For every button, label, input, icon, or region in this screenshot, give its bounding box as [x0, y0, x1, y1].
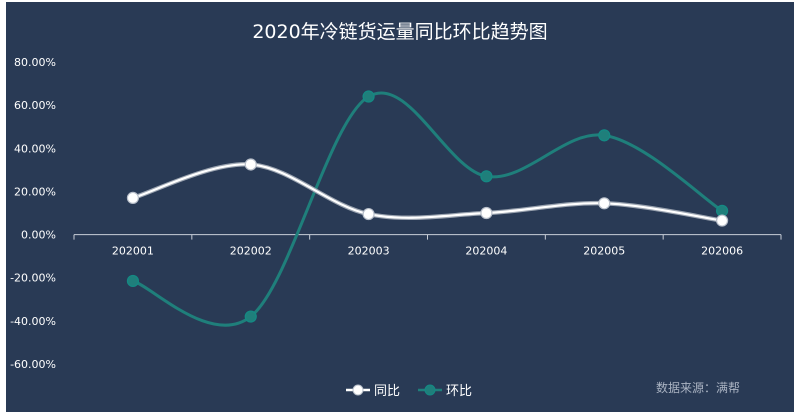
y-tick-label: -60.00%	[10, 358, 56, 371]
point-huanbi	[480, 170, 493, 183]
x-tick-label: 202004	[465, 245, 507, 258]
y-tick-label: 40.00%	[14, 142, 56, 155]
series-line-shadow	[132, 162, 723, 223]
x-tick-label: 202001	[112, 245, 154, 258]
point-tongbi	[480, 206, 493, 220]
series-points	[126, 90, 729, 323]
legend-marker	[352, 384, 364, 396]
x-tick-label: 202005	[583, 245, 625, 258]
y-tick-label: 0.00%	[21, 229, 56, 242]
point-tongbi	[362, 207, 375, 221]
point-tongbi	[244, 158, 257, 171]
chart-container: 2020年冷链货运量同比环比趋势图 80.00% 60.00% 40.00% 20.0…	[6, 2, 794, 412]
legend-label: 同比	[374, 384, 400, 399]
y-tick-label: 60.00%	[14, 99, 56, 112]
line-chart: 2020年冷链货运量同比环比趋势图 80.00% 60.00% 40.00% 20.0…	[10, 21, 782, 399]
series-line-tongbi	[132, 163, 723, 222]
y-tick-label: 20.00%	[14, 185, 56, 198]
series-lines	[132, 91, 723, 327]
chart-title: 2020年冷链货运量同比环比趋势图	[252, 21, 547, 43]
source-note: 数据来源：满帮	[656, 380, 740, 395]
x-tick-label: 202002	[230, 245, 272, 258]
legend-label: 环比	[446, 384, 472, 399]
y-tick-label: -20.00%	[10, 272, 56, 285]
point-huanbi	[244, 310, 257, 323]
point-huanbi	[598, 129, 611, 142]
legend: 同比 环比	[346, 384, 472, 399]
point-huanbi	[126, 274, 140, 288]
point-tongbi	[715, 214, 729, 227]
point-tongbi	[126, 191, 140, 204]
x-tick-label: 202003	[348, 245, 390, 258]
series-line-huanbi	[132, 91, 723, 327]
y-axis: 80.00% 60.00% 40.00% 20.00% 0.00% -20.00% -40.…	[10, 56, 56, 371]
x-axis: 202001 202002 202003 202004 202005 202006	[73, 234, 782, 258]
x-tick-label: 202006	[701, 245, 743, 258]
y-tick-label: -40.00%	[10, 315, 56, 328]
legend-marker	[424, 384, 436, 396]
point-tongbi	[598, 197, 611, 210]
y-tick-label: 80.00%	[14, 56, 56, 69]
point-huanbi	[362, 90, 375, 103]
